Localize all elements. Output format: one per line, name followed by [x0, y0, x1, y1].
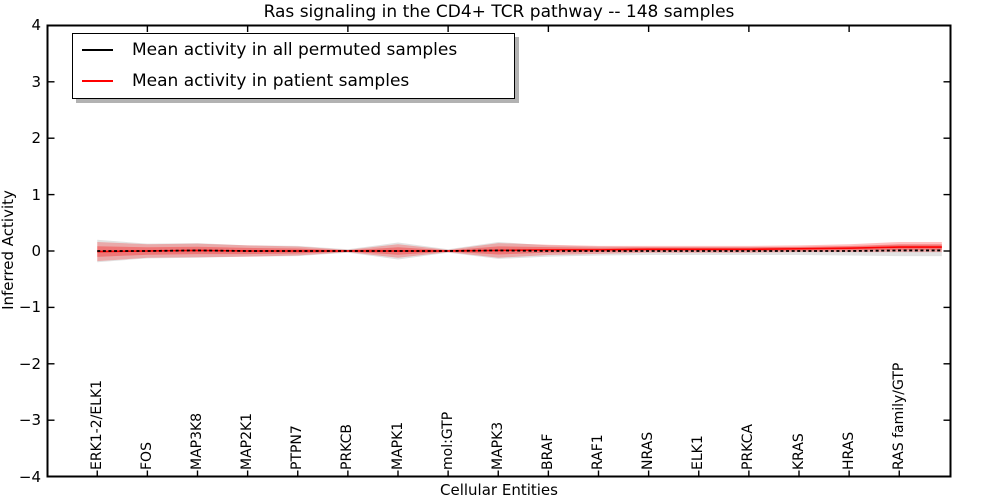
- x-tick-label: PRKCA: [740, 424, 757, 470]
- permuted-line-swatch: [82, 48, 113, 51]
- patient-line-swatch: [82, 79, 113, 82]
- x-tick-label: BRAF: [539, 433, 556, 470]
- legend-label-patient: Mean activity in patient samples: [132, 70, 410, 91]
- y-tick-label: 3: [31, 72, 41, 91]
- x-tick-label: HRAS: [840, 431, 857, 470]
- legend: Mean activity in all permuted samples Me…: [72, 33, 515, 99]
- y-tick-label: 1: [31, 185, 41, 204]
- y-tick-label: 2: [31, 129, 41, 148]
- y-tick-label: 4: [31, 16, 41, 35]
- legend-label-permuted: Mean activity in all permuted samples: [132, 39, 458, 60]
- permuted-mean-line: [97, 249, 942, 252]
- x-tick-label: PRKCB: [339, 424, 356, 470]
- x-tick-label: NRAS: [640, 431, 657, 470]
- x-tick-label: MAP2K1: [239, 412, 256, 470]
- y-tick-label: −1: [18, 298, 41, 317]
- x-tick-label: MAPK1: [389, 421, 406, 470]
- y-tick-label: −3: [18, 411, 41, 430]
- x-tick-label: MAP3K8: [189, 412, 205, 470]
- chart-title: Ras signaling in the CD4+ TCR pathway --…: [263, 2, 735, 22]
- legend-row-permuted: Mean activity in all permuted samples: [73, 34, 514, 65]
- y-tick-label: −2: [18, 354, 41, 373]
- x-tick-label: RAS family/GTP: [890, 362, 907, 470]
- x-tick-label: ELK1: [690, 435, 707, 470]
- y-tick-label: 0: [31, 242, 41, 260]
- x-tick-label: mol:GTP: [439, 411, 456, 470]
- legend-row-patient: Mean activity in patient samples: [73, 65, 514, 96]
- x-axis-label: Cellular Entities: [440, 481, 558, 499]
- x-tick-label: RAF1: [590, 434, 606, 470]
- x-tick-label: MAPK3: [489, 421, 506, 470]
- y-tick-label: −4: [18, 467, 41, 486]
- x-tick-label: FOS: [138, 442, 155, 470]
- x-tick-label: PTPN7: [289, 425, 306, 470]
- x-tick-label: KRAS: [790, 433, 807, 470]
- x-tick-label: ERK1-2/ELK1: [88, 379, 105, 470]
